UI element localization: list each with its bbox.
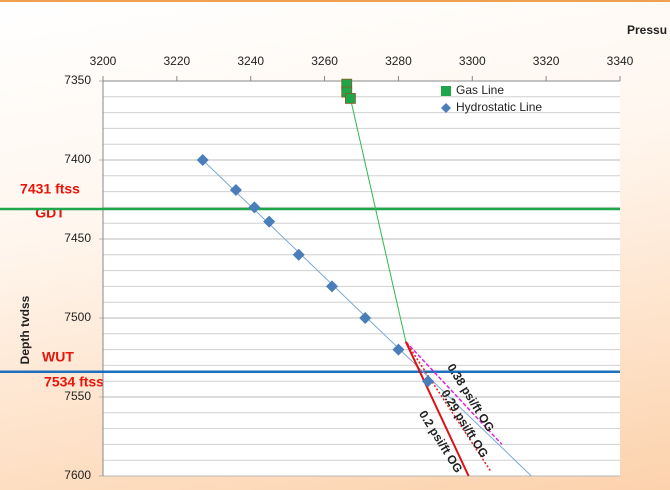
- annotation: GDT: [35, 205, 65, 221]
- y-tick-label: 7350: [64, 73, 91, 87]
- data-point: [292, 248, 305, 261]
- legend-label: Hydrostatic Line: [456, 100, 542, 114]
- data-point: [229, 184, 242, 197]
- y-tick-label: 7500: [64, 310, 91, 324]
- y-axis-title: Depth tvdss: [18, 295, 32, 364]
- data-point: [196, 154, 209, 166]
- x-tick-label: 3320: [533, 54, 560, 68]
- data-point: [345, 92, 356, 104]
- x-tick-label: 3300: [459, 54, 486, 68]
- x-tick-label: 3200: [90, 54, 117, 68]
- legend-label: Gas Line: [456, 83, 504, 97]
- x-tick-label: 3340: [607, 54, 634, 68]
- plot-area: [103, 81, 620, 476]
- x-tick-label: 3220: [164, 54, 191, 68]
- y-tick-label: 7600: [64, 468, 91, 482]
- trend-line: [404, 341, 470, 477]
- legend-marker: [441, 86, 451, 96]
- y-tick-label: 7550: [64, 389, 91, 403]
- trend-line: [349, 98, 407, 342]
- x-tick-label: 3280: [385, 54, 412, 68]
- y-tick-label: 7400: [64, 152, 91, 166]
- x-axis-title: Pressu: [627, 23, 667, 37]
- data-point: [263, 215, 276, 228]
- annotation: 7534 ftss: [44, 374, 104, 390]
- data-point: [325, 280, 338, 293]
- data-point: [392, 343, 405, 356]
- data-point: [248, 201, 261, 214]
- annotation: WUT: [42, 349, 74, 365]
- x-tick-label: 3260: [311, 54, 338, 68]
- trend-line: [405, 341, 492, 472]
- legend-marker: [441, 103, 451, 113]
- data-point: [359, 312, 372, 324]
- y-tick-label: 7450: [64, 231, 91, 245]
- x-tick-label: 3240: [237, 54, 264, 68]
- annotation: 7431 ftss: [20, 181, 80, 197]
- data-point: [421, 375, 434, 388]
- trend-line: [405, 341, 503, 445]
